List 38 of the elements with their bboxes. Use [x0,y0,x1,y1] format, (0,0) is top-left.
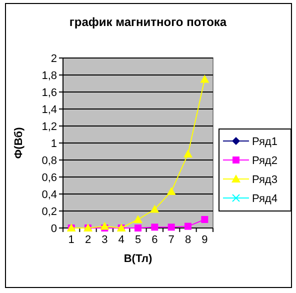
y-tick-label: 1 [50,138,57,150]
y-tick-label: 0,6 [42,172,57,184]
y-tick-label: 0 [50,222,57,235]
point [100,222,110,230]
y-axis-title: Ф(Вб) [13,126,25,159]
y-tick-label: 0,8 [42,154,57,167]
point [184,150,192,158]
legend-label: Ряд1 [252,136,278,148]
y-tick-label: 1,6 [42,86,57,99]
y-tick-label: 2 [50,52,57,65]
point [168,224,175,231]
x-tick-label: 4 [118,234,124,246]
y-tick-label: 0,2 [42,206,57,218]
point [201,216,208,223]
x-tick-label: 1 [68,234,74,246]
y-tick-label: 0,4 [42,188,57,201]
point [184,222,192,230]
x-tick-label: 8 [184,234,192,246]
point [134,215,142,223]
point [150,204,160,213]
point [200,74,210,83]
x-tick-label: 9 [202,234,208,246]
x-tick-label: 3 [102,234,108,246]
legend-label: Ряд4 [252,192,278,205]
y-tick-label: 1,2 [42,120,57,133]
chart-title: график магнитного потока [69,15,227,29]
x-tick-label: 6 [152,234,158,246]
x-axis-title: B(Тл) [124,253,152,265]
point [134,224,142,232]
y-tick-label: 1,4 [42,104,57,116]
point [151,224,158,231]
x-tick-label: 7 [168,234,174,246]
x-tick-label: 2 [84,234,92,246]
x-tick-label: 5 [134,234,142,246]
legend-label: Ряд2 [252,154,278,167]
point [166,186,176,195]
legend-label: Ряд3 [252,174,278,186]
y-tick-label: 1,8 [42,70,57,82]
